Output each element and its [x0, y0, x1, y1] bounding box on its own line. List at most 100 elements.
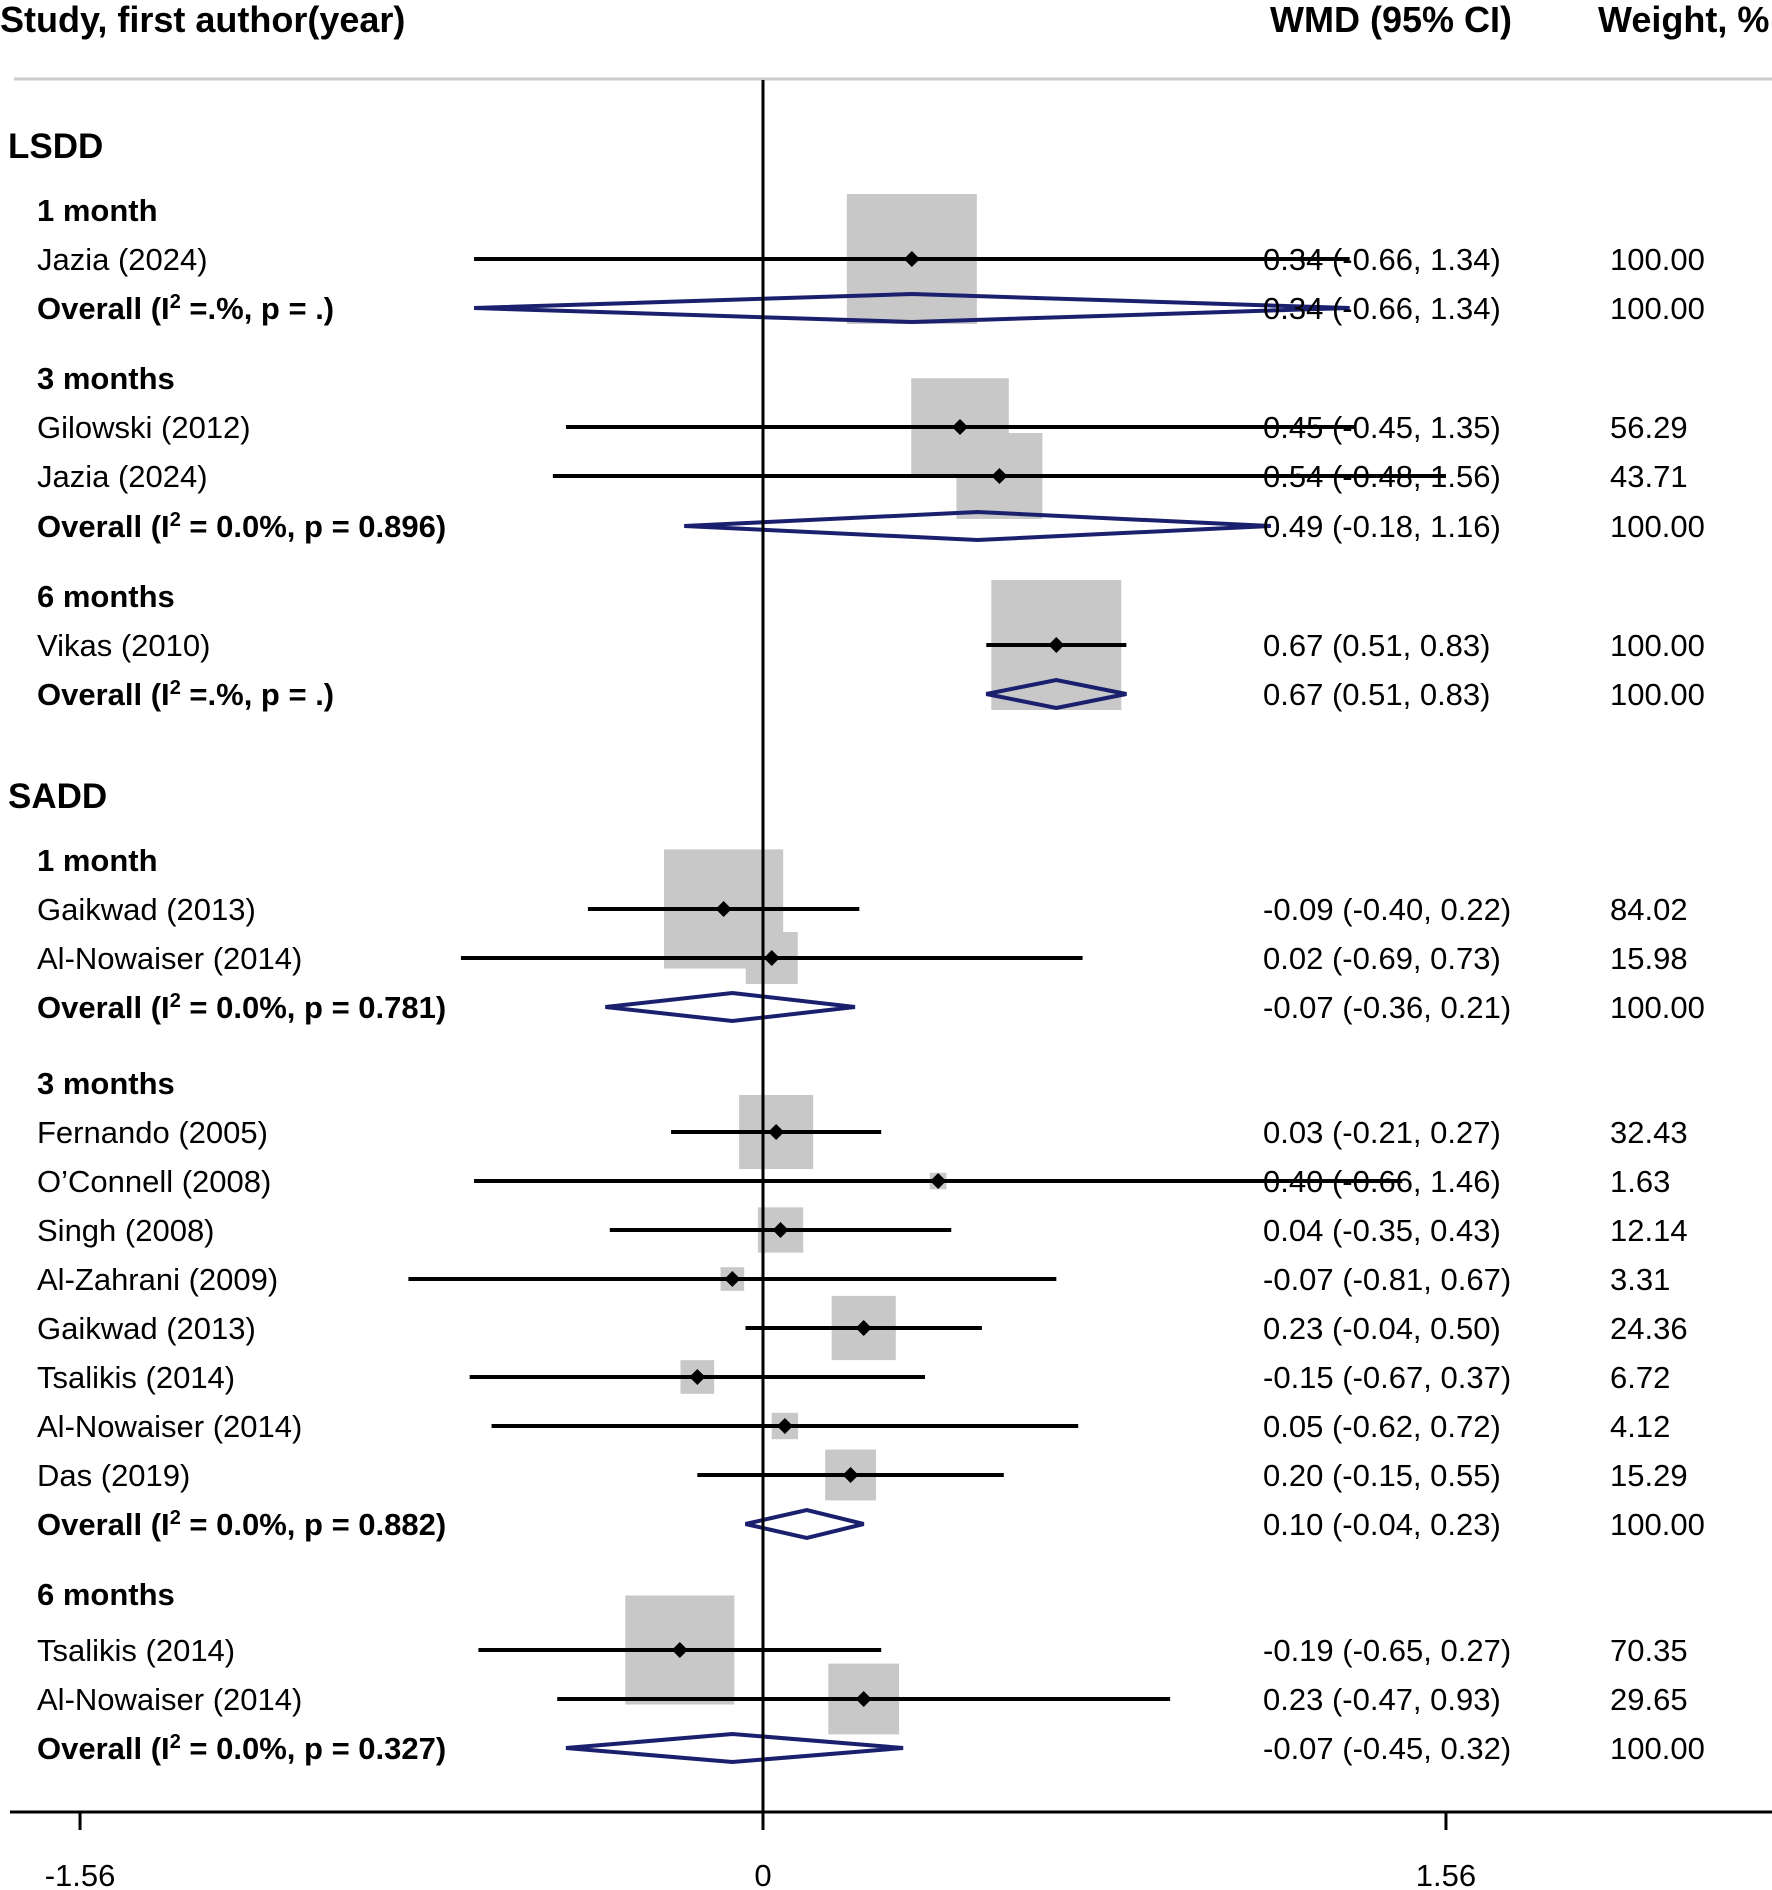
- header-weight: Weight, %: [1598, 0, 1769, 40]
- overall-label: Overall (I2 =.%, p = .): [37, 291, 334, 326]
- study-weight: 24.36: [1610, 1311, 1688, 1346]
- overall-label: Overall (I2 = 0.0%, p = 0.882): [37, 1507, 446, 1542]
- overall-label: Overall (I2 = 0.0%, p = 0.781): [37, 990, 446, 1025]
- subgroup-title: 3 months: [37, 1066, 175, 1101]
- study-label: Al-Nowaiser (2014): [37, 1682, 302, 1717]
- study-ci: 0.23 (-0.47, 0.93): [1263, 1682, 1501, 1717]
- study-weight: 3.31: [1610, 1262, 1670, 1297]
- study-label: Al-Nowaiser (2014): [37, 1409, 302, 1444]
- study-weight: 100.00: [1610, 242, 1705, 277]
- subgroup-title: 6 months: [37, 1577, 175, 1612]
- header-wmd: WMD (95% CI): [1270, 0, 1512, 40]
- pooled-diamond: [745, 1507, 865, 1541]
- study-label: Tsalikis (2014): [37, 1360, 235, 1395]
- overall-label: Overall (I2 = 0.0%, p = 0.327): [37, 1731, 446, 1766]
- study-ci: 0.34 (-0.66, 1.34): [1263, 242, 1501, 277]
- study-ci: 0.23 (-0.04, 0.50): [1263, 1311, 1501, 1346]
- study-ci: 0.05 (-0.62, 0.72): [1263, 1409, 1501, 1444]
- point-estimate: [855, 1691, 872, 1707]
- study-weight: 70.35: [1610, 1633, 1688, 1668]
- overall-weight: 100.00: [1610, 990, 1705, 1025]
- study-weight: 84.02: [1610, 892, 1688, 927]
- overall-ci: 0.34 (-0.66, 1.34): [1263, 291, 1501, 326]
- study-ci: 0.54 (-0.48, 1.56): [1263, 459, 1501, 494]
- study-label: Fernando (2005): [37, 1115, 268, 1150]
- subgroup-title: 1 month: [37, 193, 158, 228]
- study-ci: -0.19 (-0.65, 0.27): [1263, 1633, 1511, 1668]
- study-ci: 0.04 (-0.35, 0.43): [1263, 1213, 1501, 1248]
- study-label: O’Connell (2008): [37, 1164, 271, 1199]
- subgroup-title: 6 months: [37, 579, 175, 614]
- point-estimate: [991, 468, 1008, 484]
- overall-weight: 100.00: [1610, 1731, 1705, 1766]
- subgroup-title: 1 month: [37, 843, 158, 878]
- study-ci: 0.03 (-0.21, 0.27): [1263, 1115, 1501, 1150]
- study-weight: 15.98: [1610, 941, 1688, 976]
- study-label: Das (2019): [37, 1458, 190, 1493]
- study-ci: 0.67 (0.51, 0.83): [1263, 628, 1491, 663]
- study-label: Jazia (2024): [37, 459, 208, 494]
- study-label: Vikas (2010): [37, 628, 210, 663]
- pooled-diamond: [565, 1731, 904, 1765]
- row-labels: LSDD 1 month Jazia (2024) 0.34 (-0.66, 1.34…: [8, 127, 1705, 1766]
- study-weight: 32.43: [1610, 1115, 1688, 1150]
- subgroup-title: 3 months: [37, 361, 175, 396]
- point-estimate: [842, 1467, 859, 1483]
- study-ci: 0.40 (-0.66, 1.46): [1263, 1164, 1501, 1199]
- overall-ci: 0.10 (-0.04, 0.23): [1263, 1507, 1501, 1542]
- section-title: LSDD: [8, 127, 103, 166]
- point-estimate: [952, 419, 969, 435]
- pooled-diamond: [985, 677, 1127, 711]
- x-tick-label: -1.56: [45, 1858, 116, 1890]
- study-label: Al-Zahrani (2009): [37, 1262, 278, 1297]
- point-estimate: [855, 1320, 872, 1336]
- study-ci: 0.02 (-0.69, 0.73): [1263, 941, 1501, 976]
- pooled-diamond: [473, 291, 1350, 325]
- study-ci: 0.45 (-0.45, 1.35): [1263, 410, 1501, 445]
- point-estimate: [776, 1418, 793, 1434]
- header-study: Study, first author(year): [0, 0, 405, 40]
- study-label: Singh (2008): [37, 1213, 215, 1248]
- study-weight: 15.29: [1610, 1458, 1688, 1493]
- study-weight: 4.12: [1610, 1409, 1670, 1444]
- point-estimate: [903, 251, 920, 267]
- study-ci: -0.15 (-0.67, 0.37): [1263, 1360, 1511, 1395]
- point-estimate: [724, 1271, 741, 1287]
- study-ci: -0.07 (-0.81, 0.67): [1263, 1262, 1511, 1297]
- section-title: SADD: [8, 777, 107, 816]
- point-estimate: [772, 1222, 789, 1238]
- overall-label: Overall (I2 =.%, p = .): [37, 677, 334, 712]
- study-weight: 56.29: [1610, 410, 1688, 445]
- study-ci: -0.09 (-0.40, 0.22): [1263, 892, 1511, 927]
- study-weight: 43.71: [1610, 459, 1688, 494]
- overall-weight: 100.00: [1610, 509, 1705, 544]
- study-label: Jazia (2024): [37, 242, 208, 277]
- overall-weight: 100.00: [1610, 677, 1705, 712]
- overall-ci: 0.49 (-0.18, 1.16): [1263, 509, 1501, 544]
- study-weight: 1.63: [1610, 1164, 1670, 1199]
- x-tick-label: 0: [754, 1858, 771, 1890]
- point-estimate: [763, 950, 780, 966]
- study-label: Al-Nowaiser (2014): [37, 941, 302, 976]
- pooled-diamond: [605, 990, 856, 1024]
- point-estimate: [715, 901, 732, 917]
- overall-weight: 100.00: [1610, 291, 1705, 326]
- study-label: Gaikwad (2013): [37, 892, 256, 927]
- point-estimate: [768, 1124, 785, 1140]
- study-label: Gaikwad (2013): [37, 1311, 256, 1346]
- study-ci: 0.20 (-0.15, 0.55): [1263, 1458, 1501, 1493]
- study-weight: 12.14: [1610, 1213, 1688, 1248]
- study-weight: 100.00: [1610, 628, 1705, 663]
- plot-marks: [408, 251, 1446, 1765]
- x-axis: -1.56 0 1.56: [10, 80, 1772, 1890]
- overall-ci: -0.07 (-0.36, 0.21): [1263, 990, 1511, 1025]
- overall-weight: 100.00: [1610, 1507, 1705, 1542]
- study-label: Tsalikis (2014): [37, 1633, 235, 1668]
- point-estimate: [930, 1173, 947, 1189]
- point-estimate: [1048, 637, 1065, 653]
- point-estimate: [689, 1369, 706, 1385]
- overall-ci: -0.07 (-0.45, 0.32): [1263, 1731, 1511, 1766]
- pooled-diamond: [684, 509, 1271, 543]
- x-tick-label: 1.56: [1416, 1858, 1476, 1890]
